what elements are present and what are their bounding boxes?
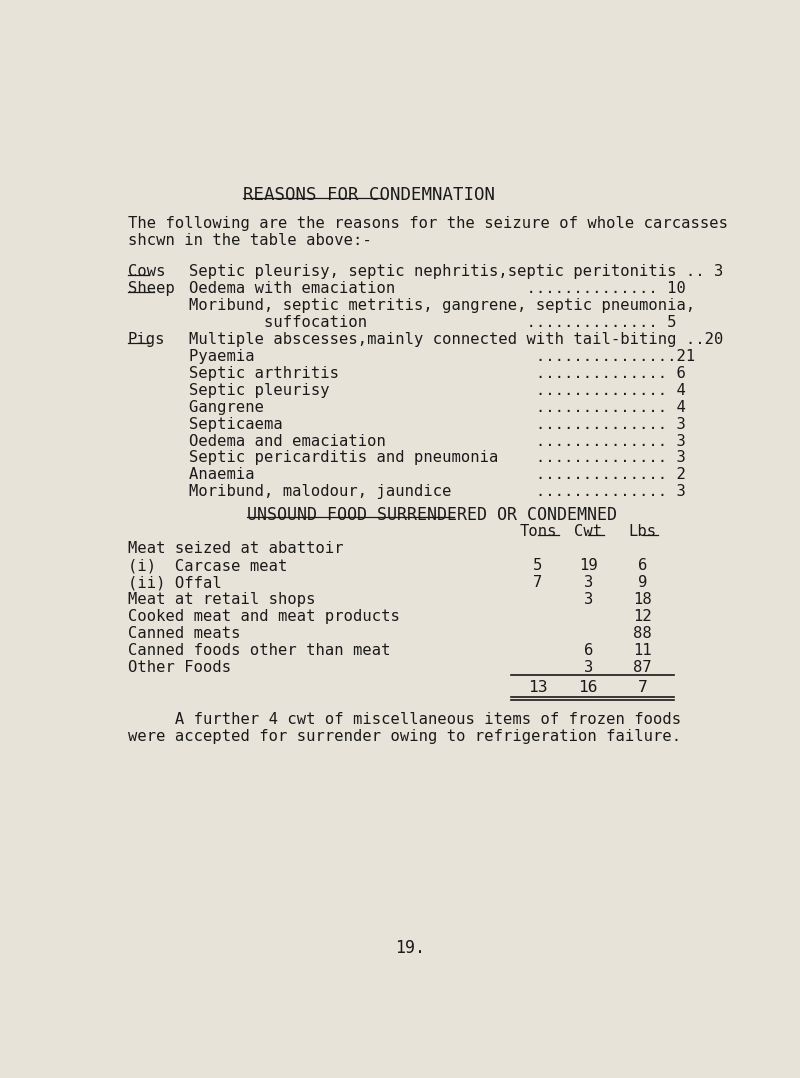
Text: 7: 7	[533, 576, 542, 590]
Text: Moribund, septic metritis, gangrene, septic pneumonia,: Moribund, septic metritis, gangrene, sep…	[189, 298, 695, 313]
Text: Moribund, malodour, jaundice         .............. 3: Moribund, malodour, jaundice ...........…	[189, 484, 686, 499]
Text: 3: 3	[583, 592, 593, 607]
Text: REASONS FOR CONDEMNATION: REASONS FOR CONDEMNATION	[243, 185, 495, 204]
Text: Other Foods: Other Foods	[128, 660, 231, 675]
Text: 87: 87	[633, 660, 652, 675]
Text: UNSOUND FOOD SURRENDERED OR CONDEMNED: UNSOUND FOOD SURRENDERED OR CONDEMNED	[247, 506, 618, 524]
Text: Septic arthritis                     .............. 6: Septic arthritis .............. 6	[189, 365, 686, 381]
Text: 3: 3	[583, 576, 593, 590]
Text: Cows: Cows	[128, 264, 166, 279]
Text: 13: 13	[528, 680, 548, 695]
Text: Canned foods other than meat: Canned foods other than meat	[128, 642, 390, 658]
Text: 19.: 19.	[395, 939, 425, 957]
Text: Gangrene                             .............. 4: Gangrene .............. 4	[189, 400, 686, 415]
Text: Lbs: Lbs	[629, 524, 657, 539]
Text: (i)  Carcase meat: (i) Carcase meat	[128, 558, 287, 573]
Text: Oedema with emaciation              .............. 10: Oedema with emaciation .............. 10	[189, 281, 686, 296]
Text: 16: 16	[578, 680, 598, 695]
Text: A further 4 cwt of miscellaneous items of frozen foods: A further 4 cwt of miscellaneous items o…	[128, 713, 681, 728]
Text: Oedema and emaciation                .............. 3: Oedema and emaciation .............. 3	[189, 433, 686, 448]
Text: Tons: Tons	[519, 524, 557, 539]
Text: Septic pleurisy, septic nephritis,septic peritonitis .. 3: Septic pleurisy, septic nephritis,septic…	[189, 264, 723, 279]
Text: suffocation                 .............. 5: suffocation .............. 5	[189, 315, 677, 330]
Text: 5: 5	[533, 558, 542, 573]
Text: Meat at retail shops: Meat at retail shops	[128, 592, 315, 607]
Text: (ii) Offal: (ii) Offal	[128, 576, 222, 590]
Text: Canned meats: Canned meats	[128, 626, 240, 641]
Text: Cwt: Cwt	[574, 524, 602, 539]
Text: 12: 12	[633, 609, 652, 624]
Text: Septic pleurisy                      .............. 4: Septic pleurisy .............. 4	[189, 383, 686, 398]
Text: Anaemia                              .............. 2: Anaemia .............. 2	[189, 468, 686, 482]
Text: 3: 3	[583, 660, 593, 675]
Text: Septic pericarditis and pneumonia    .............. 3: Septic pericarditis and pneumonia ......…	[189, 451, 686, 466]
Text: Multiple abscesses,mainly connected with tail-biting ..20: Multiple abscesses,mainly connected with…	[189, 332, 723, 347]
Text: The following are the reasons for the seizure of whole carcasses: The following are the reasons for the se…	[128, 217, 728, 232]
Text: were accepted for surrender owing to refrigeration failure.: were accepted for surrender owing to ref…	[128, 729, 681, 744]
Text: Meat seized at abattoir: Meat seized at abattoir	[128, 541, 343, 556]
Text: Septicaema                           .............. 3: Septicaema .............. 3	[189, 416, 686, 431]
Text: 6: 6	[638, 558, 647, 573]
Text: 19: 19	[579, 558, 598, 573]
Text: 6: 6	[583, 642, 593, 658]
Text: 18: 18	[633, 592, 652, 607]
Text: shcwn in the table above:-: shcwn in the table above:-	[128, 233, 372, 248]
Text: Sheep: Sheep	[128, 281, 174, 296]
Text: 9: 9	[638, 576, 647, 590]
Text: Pyaemia                              ...............21: Pyaemia ...............21	[189, 349, 695, 363]
Text: Pigs: Pigs	[128, 332, 166, 347]
Text: Cooked meat and meat products: Cooked meat and meat products	[128, 609, 400, 624]
Text: 7: 7	[638, 680, 647, 695]
Text: 11: 11	[633, 642, 652, 658]
Text: 88: 88	[633, 626, 652, 641]
